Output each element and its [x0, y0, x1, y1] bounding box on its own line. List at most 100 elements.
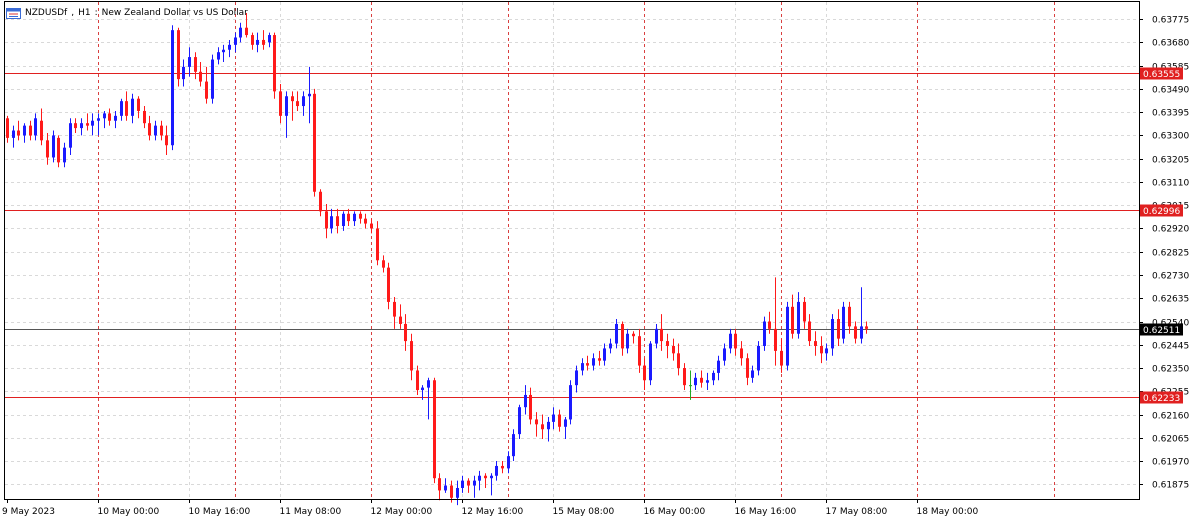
candle-body [598, 358, 601, 361]
time-axis[interactable]: 9 May 2023 10 May 00:00 10 May 16:00 11 May… [2, 499, 978, 517]
time-tick-label: 12 May 00:00 [371, 507, 433, 517]
candle-body [393, 301, 396, 317]
candle-body [820, 345, 823, 354]
candle-body [791, 306, 794, 334]
price-axis[interactable]: 0.637750.636800.635850.634900.633950.633… [1139, 16, 1189, 491]
candle [763, 316, 766, 351]
time-tick-label: 12 May 16:00 [462, 507, 524, 517]
price-tick-label: 0.63300 [1152, 132, 1189, 142]
candle [228, 39, 231, 58]
candle-body [211, 59, 214, 99]
candle [387, 262, 390, 310]
candle-body [831, 319, 834, 349]
candle-body [376, 228, 379, 261]
candle-body [427, 380, 430, 388]
candle-body [677, 353, 680, 369]
candle-body [842, 306, 845, 339]
candle-body [751, 370, 754, 378]
time-tick-label: 16 May 16:00 [735, 507, 797, 517]
candle-body [108, 113, 111, 121]
candle-body [456, 487, 459, 498]
time-tick-label: 10 May 16:00 [189, 507, 251, 517]
candle-body [382, 260, 385, 268]
candle [592, 353, 595, 371]
candle-body [814, 341, 817, 346]
candle [677, 343, 680, 376]
candle-body [672, 345, 675, 354]
candle-body [171, 30, 174, 146]
candle-body [860, 326, 863, 339]
horizontal-levels[interactable] [5, 73, 1139, 398]
candle [712, 370, 715, 386]
price-tick-label: 0.63680 [1152, 39, 1189, 49]
candle-body [46, 140, 49, 158]
level-price-label: 0.62233 [1143, 394, 1180, 404]
price-tick-label: 0.61970 [1152, 458, 1189, 468]
candle [786, 301, 789, 371]
candle [40, 108, 43, 146]
candle [239, 22, 242, 43]
candle-body [17, 130, 20, 136]
candle [342, 211, 345, 231]
candle-body [23, 125, 26, 136]
grid [5, 2, 1139, 499]
candle [632, 331, 635, 344]
candle [825, 343, 828, 361]
candle-body [234, 37, 237, 45]
candle-body [114, 115, 117, 121]
candle-body [336, 216, 339, 227]
candle [484, 473, 487, 488]
candle-body [507, 456, 510, 469]
chart-frame [4, 1, 1140, 500]
candle [296, 91, 299, 111]
candle [689, 370, 692, 400]
candle-body [239, 27, 242, 38]
candle [125, 91, 128, 121]
candle [285, 91, 288, 138]
candle-body [689, 385, 692, 387]
candle [609, 338, 612, 354]
candle [558, 409, 561, 432]
candle [268, 32, 271, 48]
candle-body [29, 125, 32, 136]
candle-body [552, 414, 555, 422]
candle-body [91, 120, 94, 126]
candle-body [575, 370, 578, 386]
candle [854, 321, 857, 344]
candle [700, 370, 703, 388]
candle [364, 213, 367, 229]
candle [91, 113, 94, 136]
candle [46, 132, 49, 165]
candle-body [285, 96, 288, 116]
candle-body [160, 125, 163, 136]
candle-body [137, 98, 140, 111]
candle-body [757, 345, 760, 371]
candle [734, 328, 737, 356]
candle [643, 358, 646, 391]
candle [490, 473, 493, 496]
candle [598, 350, 601, 366]
candle-body [541, 424, 544, 430]
candle-body [359, 213, 362, 219]
candle-body [848, 306, 851, 327]
candle [717, 355, 720, 381]
candle-body [484, 475, 487, 479]
candle-body [467, 480, 470, 486]
candle-body [325, 211, 328, 229]
candle-body [353, 213, 356, 222]
candle-body [529, 394, 532, 420]
candle-body [854, 326, 857, 339]
candle [501, 461, 504, 474]
candle [217, 47, 220, 65]
price-tick-label: 0.63490 [1152, 86, 1189, 96]
candle [564, 416, 567, 440]
candle-body [205, 81, 208, 99]
candle [473, 475, 476, 498]
candle [467, 478, 470, 493]
candle-body [780, 350, 783, 366]
current-price-tag [1140, 323, 1183, 336]
candle-body [364, 218, 367, 224]
candle-body [57, 137, 60, 163]
session-separators [98, 2, 1055, 499]
